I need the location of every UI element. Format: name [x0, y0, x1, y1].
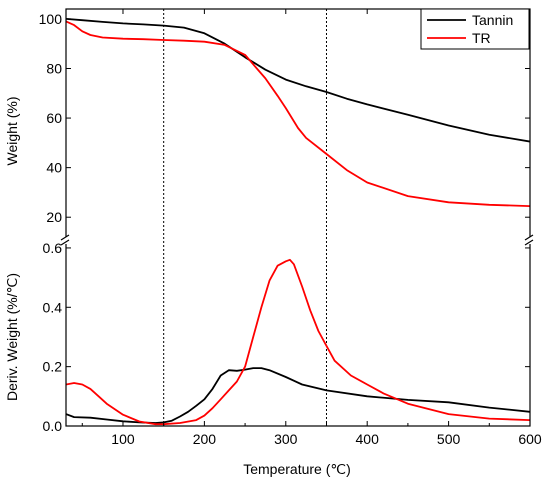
bottom-panel-series-tannin [66, 367, 530, 424]
bottom-panel-series-tr [66, 258, 530, 426]
top-panel-y-axis-label: Weight (%) [4, 97, 20, 166]
bottom-panel-y-axis-label: Deriv. Weight (%/℃) [4, 273, 20, 401]
legend-label-tr: TR [472, 30, 491, 46]
x-tick-label: 500 [437, 431, 461, 447]
legend: Tannin TR [420, 8, 530, 50]
x-tick-label: 300 [274, 431, 298, 447]
x-axis-label: Temperature (℃) [243, 461, 351, 477]
x-tick-label: 600 [518, 431, 542, 447]
x-tick-label: 400 [356, 431, 380, 447]
top-y-tick-label: 40 [46, 160, 62, 176]
top-y-tick-label: 100 [39, 11, 63, 27]
top-panel-series-tannin [66, 18, 530, 143]
axis-break-gap-1 [60, 237, 72, 244]
bottom-y-tick-label: 0.2 [43, 359, 63, 375]
bottom-y-tick-label: 0.6 [43, 240, 63, 256]
bottom-y-tick-label: 0.4 [43, 299, 63, 315]
legend-box [420, 8, 530, 50]
axis-break-mark-2b [524, 239, 534, 246]
x-tick-label: 100 [111, 431, 135, 447]
chart-body: 100 200 300 400 500 600 20 40 60 80 100 0.0 0.2 0.4 0.… [39, 8, 542, 447]
axis-break-mark-1b [60, 239, 70, 246]
plot-frame [65, 8, 531, 427]
top-panel-series-tr [66, 20, 530, 207]
top-y-tick-label: 20 [46, 209, 62, 225]
axis-break-mark-1a [60, 234, 70, 241]
x-tick-label: 200 [193, 431, 217, 447]
bottom-y-tick-label: 0.0 [43, 418, 63, 434]
top-y-tick-label: 60 [46, 110, 62, 126]
axis-break-gap-2 [524, 237, 536, 244]
top-y-tick-label: 80 [46, 60, 62, 76]
legend-label-tannin: Tannin [472, 12, 513, 28]
axis-break-mark-2a [524, 234, 534, 241]
